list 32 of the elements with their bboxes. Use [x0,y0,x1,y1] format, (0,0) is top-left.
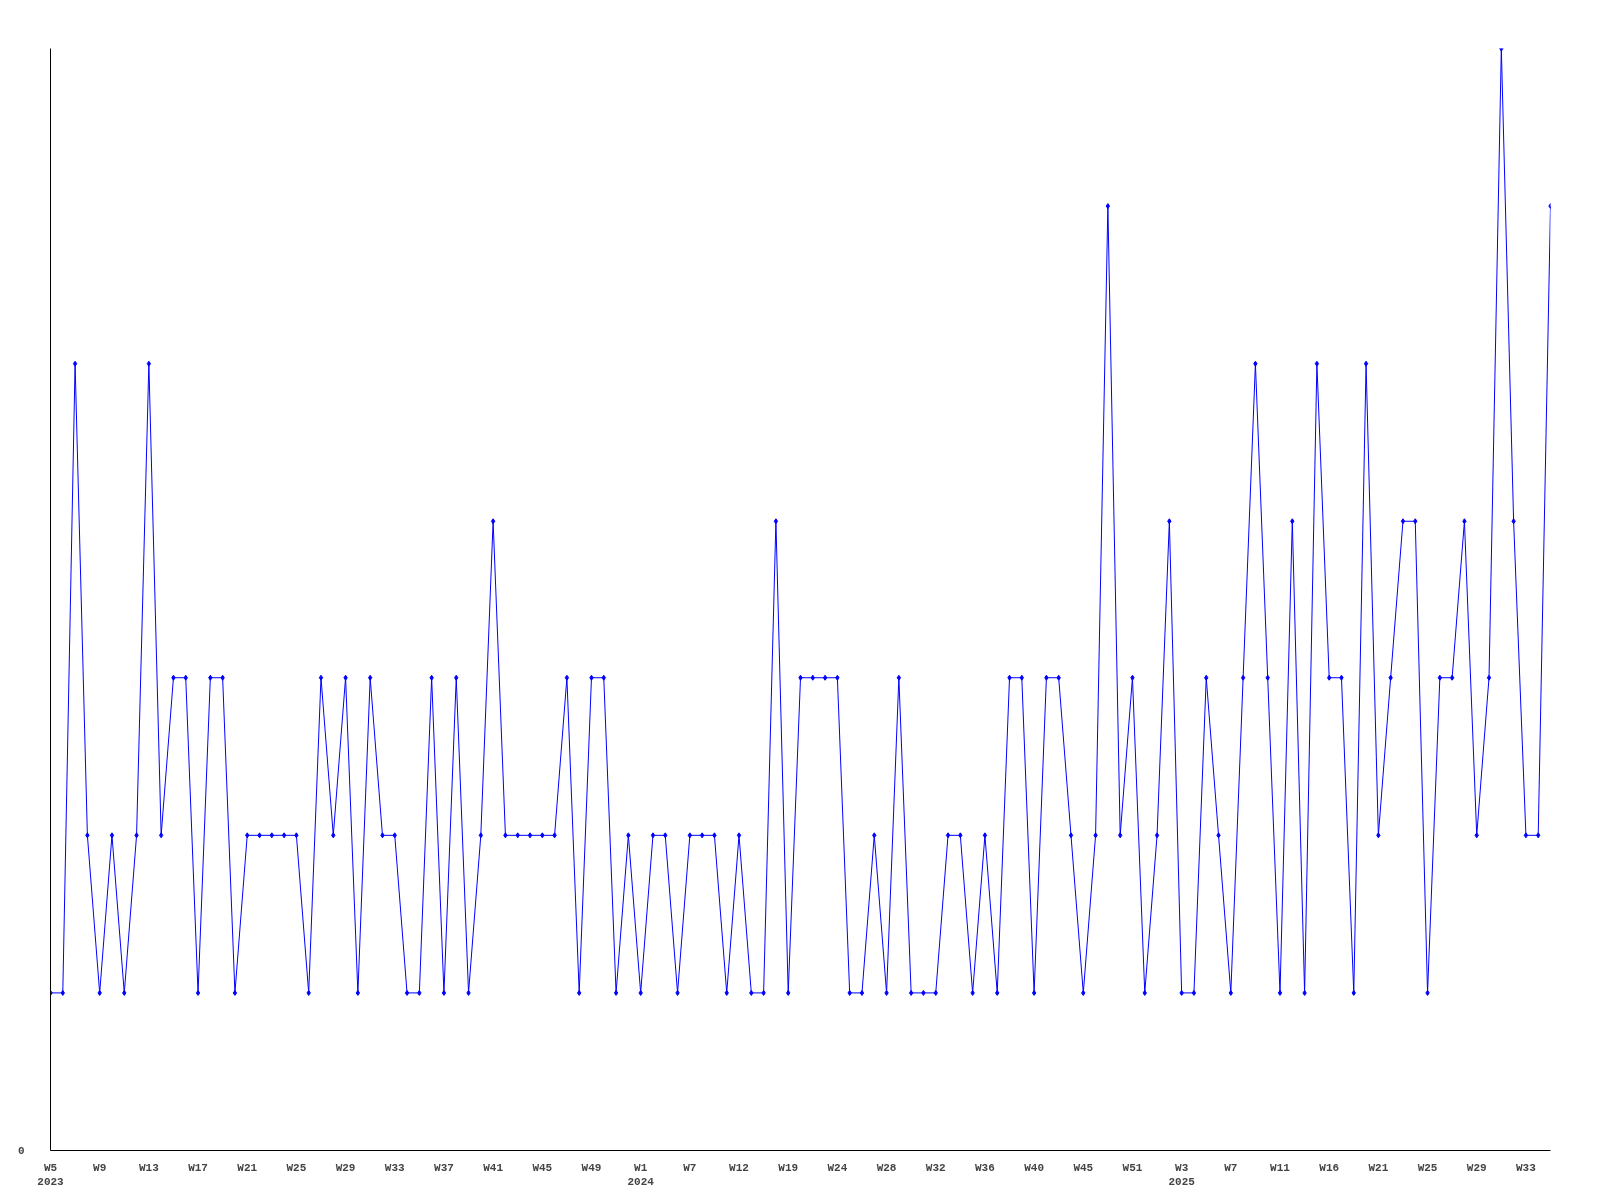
x-tick-label: W13 [138,1161,160,1174]
x-tick-label: W25 [1417,1161,1438,1174]
x-tick-label: W12 [729,1161,749,1174]
x-tick-label: W11 [1270,1161,1291,1174]
x-tick-label: W36 [975,1161,995,1174]
x-tick-label: W3 2025 [1168,1161,1196,1188]
x-tick-label: W16 [1319,1161,1340,1174]
x-tick-label: W7 [683,1161,697,1174]
x-tick-label: W28 [876,1161,897,1174]
x-tick-label: W19 [778,1161,799,1174]
x-tick-label: W29 [1466,1161,1487,1174]
x-tick-label: W41 [483,1161,504,1174]
x-tick-label: W7 [1224,1161,1238,1174]
x-tick-label: W49 [581,1161,602,1174]
x-tick-label: W17 [188,1161,208,1174]
x-tick-label: W21 [1368,1161,1389,1174]
x-tick-label: W33 [384,1161,406,1174]
x-tick-label: W51 [1122,1161,1143,1174]
x-tick-label: W37 [434,1161,454,1174]
x-tick-label: W40 [1024,1161,1045,1174]
x-tick-label: W29 [335,1161,356,1174]
x-tick-label: W45 [532,1161,553,1174]
x-tick-label: W21 [237,1161,258,1174]
x-tick-label: W45 [1073,1161,1094,1174]
text: 0 [17,1145,25,1157]
x-tick-label: W25 [286,1161,307,1174]
x-tick-label: W1 2024 [627,1161,655,1188]
x-tick-label: W33 [1516,1161,1537,1174]
x-tick-label: W9 [93,1161,107,1174]
x-tick-label: W24 [827,1161,848,1174]
x-tick-label: W5 2023 [37,1161,65,1188]
x-tick-label: W32 [925,1161,946,1174]
